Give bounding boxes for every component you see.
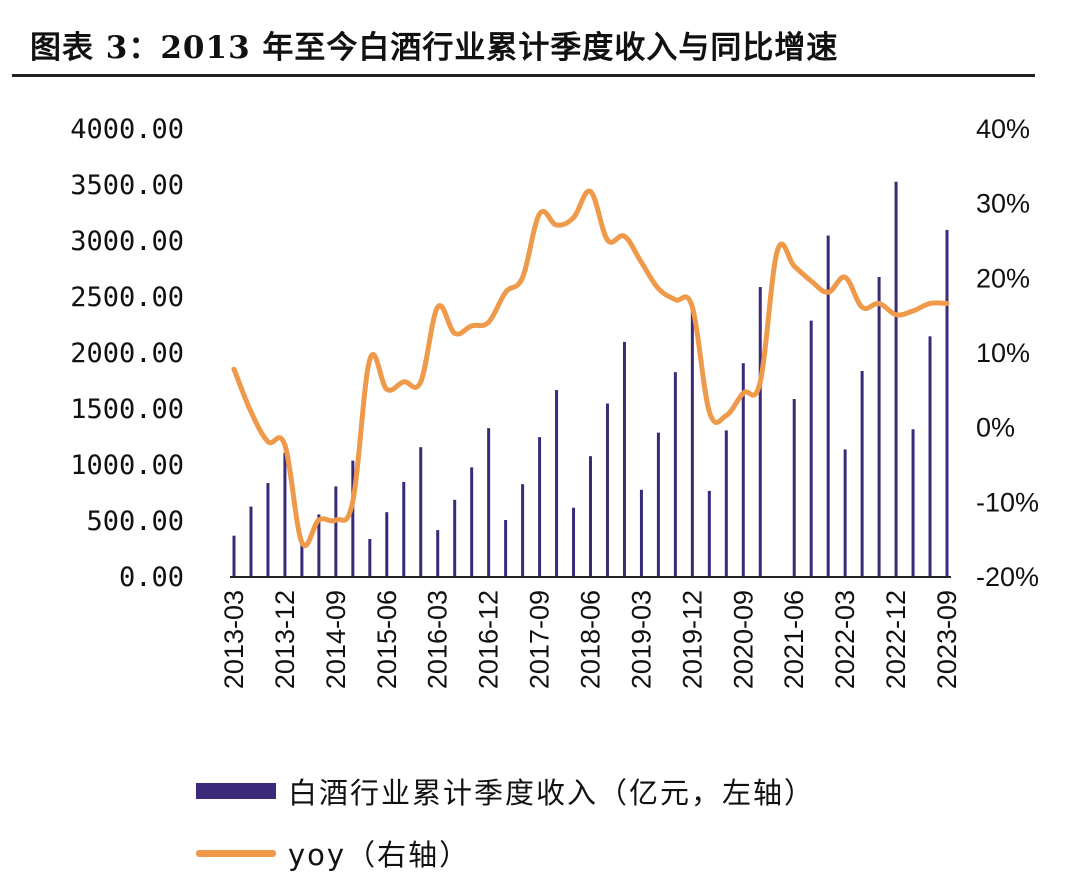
left-tick-label: 1500.00 (70, 394, 184, 425)
right-tick-label: -20% (976, 562, 1039, 592)
revenue-bar (266, 483, 270, 576)
left-tick-label: 3500.00 (70, 170, 184, 201)
legend-line-swatch (196, 849, 276, 857)
x-tick-label: 2020-09 (728, 590, 758, 689)
chart-title: 图表 3：2013 年至今白酒行业累计季度收入与同比增速 (30, 30, 839, 66)
revenue-bar (504, 520, 508, 576)
x-tick-label: 2016-12 (474, 590, 504, 689)
revenue-bar (758, 287, 762, 576)
left-tick-label: 2000.00 (70, 338, 184, 369)
left-axis: 0.00 500.00 1000.00 1500.00 2000.00 2500.00 30… (70, 114, 184, 593)
legend-item-revenue: 白酒行业累计季度收入（亿元，左轴） (196, 770, 815, 812)
x-tick-label: 2022-03 (830, 590, 860, 689)
x-tick-label: 2013-12 (270, 590, 300, 689)
revenue-bar (521, 484, 525, 576)
revenue-bar (283, 452, 287, 576)
x-axis: 2013-03 2013-12 2014-09 2015-06 2016-03 2016-… (219, 590, 962, 689)
x-tick-label: 2018-06 (576, 590, 606, 689)
revenue-bar (622, 341, 626, 576)
x-tick-label: 2013-03 (219, 590, 249, 689)
revenue-bar (860, 371, 864, 576)
revenue-bar (249, 506, 253, 576)
revenue-bar (945, 229, 949, 577)
title-divider (12, 74, 1035, 77)
left-tick-label: 1000.00 (70, 450, 184, 481)
revenue-bar (368, 539, 372, 576)
revenue-bar (656, 432, 660, 576)
revenue-bar (589, 456, 592, 576)
x-tick-label: 2019-12 (677, 590, 707, 689)
left-tick-label: 2500.00 (70, 282, 184, 313)
right-axis: -20% -10% 0% 10% 20% 30% 40% (976, 114, 1039, 592)
revenue-bar (351, 460, 355, 576)
legend-bar-swatch (196, 783, 276, 799)
revenue-bar (707, 490, 711, 576)
revenue-bar (928, 336, 932, 576)
revenue-bar (538, 437, 542, 576)
revenue-bar (690, 309, 694, 576)
revenue-bar (300, 542, 304, 576)
revenue-bar (334, 486, 338, 576)
revenue-bar (232, 535, 236, 576)
right-tick-label: 30% (976, 189, 1030, 219)
revenue-bars (232, 181, 949, 577)
revenue-bar (911, 429, 915, 576)
revenue-bar (555, 390, 559, 576)
revenue-bar (453, 499, 457, 576)
right-tick-label: 40% (976, 114, 1030, 144)
revenue-bar (402, 481, 406, 576)
revenue-bar (894, 181, 898, 576)
legend-line-label: yoy（右轴） (288, 838, 471, 872)
revenue-bar (572, 507, 576, 576)
x-tick-label: 2019-03 (626, 590, 656, 689)
revenue-bar (843, 449, 847, 576)
left-tick-label: 4000.00 (70, 114, 184, 145)
revenue-bar (487, 428, 491, 576)
revenue-bar (639, 489, 643, 576)
legend-bar-label: 白酒行业累计季度收入（亿元，左轴） (288, 776, 816, 810)
legend-item-yoy: yoy（右轴） (196, 832, 470, 874)
x-tick-label: 2023-09 (932, 590, 962, 689)
revenue-bar (809, 320, 813, 576)
right-tick-label: 0% (976, 413, 1015, 443)
revenue-bar (436, 530, 440, 576)
revenue-bar (317, 514, 321, 576)
left-tick-label: 3000.00 (70, 226, 184, 257)
revenue-bar (724, 430, 728, 576)
right-tick-label: 10% (976, 338, 1030, 368)
revenue-bar (877, 276, 881, 576)
revenue-bar (419, 447, 423, 576)
right-tick-label: -10% (976, 487, 1039, 517)
x-tick-label: 2016-03 (423, 590, 453, 689)
revenue-bar (741, 363, 745, 576)
x-tick-label: 2021-06 (779, 590, 809, 689)
left-tick-label: 0.00 (119, 562, 184, 593)
right-tick-label: 20% (976, 263, 1030, 293)
left-tick-label: 500.00 (86, 506, 184, 537)
x-tick-label: 2015-06 (372, 590, 402, 689)
revenue-bar (826, 235, 830, 576)
revenue-bar (673, 372, 677, 576)
x-tick-label: 2014-09 (321, 590, 351, 689)
x-tick-label: 2017-09 (525, 590, 555, 689)
revenue-bar (792, 399, 796, 576)
x-tick-label: 2022-12 (881, 590, 911, 689)
revenue-bar (605, 403, 609, 576)
revenue-bar (470, 467, 474, 576)
yoy-line (231, 188, 950, 548)
revenue-bar (385, 512, 389, 576)
